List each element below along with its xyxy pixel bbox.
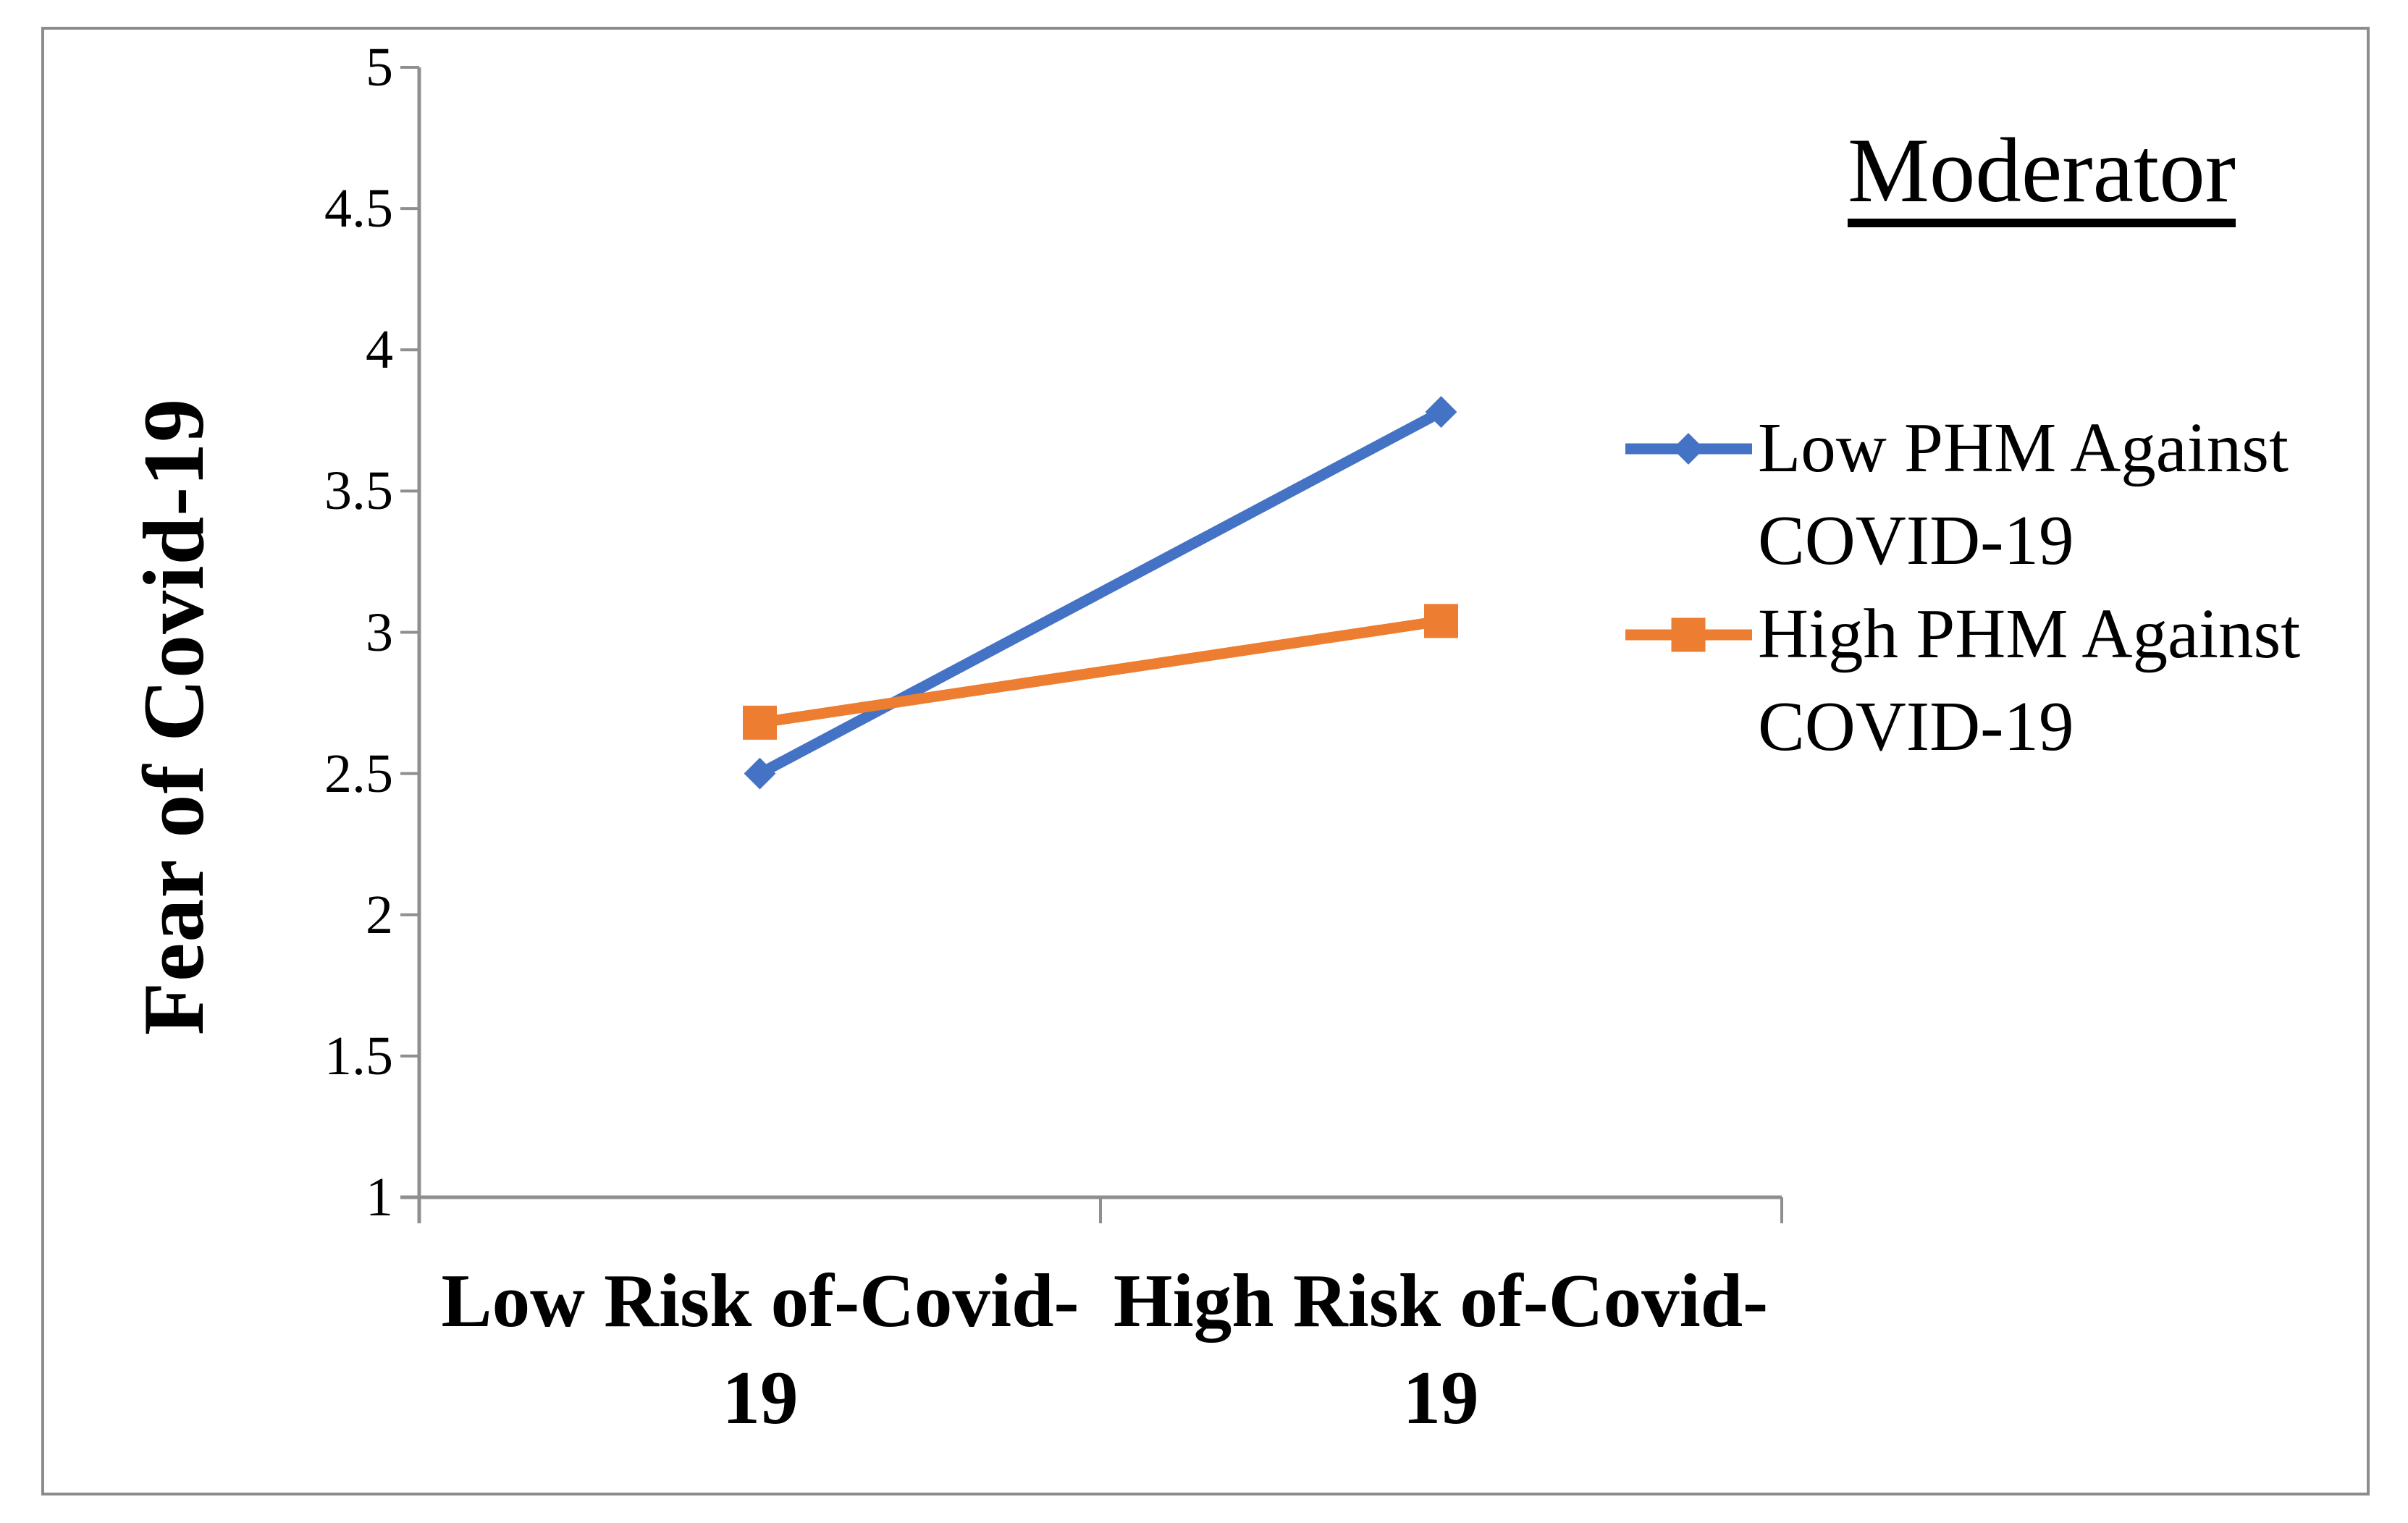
x-category-label-low-risk: Low Risk of-Covid-19 <box>441 1258 1079 1440</box>
y-tick-label: 5 <box>366 37 393 98</box>
y-tick-label: 3 <box>366 602 393 663</box>
figure-border <box>41 27 2370 1495</box>
legend-title: Moderator <box>1752 125 2331 227</box>
y-tick-label: 4.5 <box>324 178 393 240</box>
legend-label-low-phm: Low PHM Against COVID-19 <box>1758 409 2289 579</box>
y-tick-label: 2.5 <box>324 743 393 804</box>
y-tick-label: 3.5 <box>324 460 393 522</box>
y-tick-label: 4 <box>366 319 393 381</box>
legend-marker-low-phm-icon <box>1625 433 1752 465</box>
y-tick-label: 1 <box>366 1167 393 1228</box>
legend-title-text: Moderator <box>1847 125 2236 227</box>
y-tick-label: 2 <box>366 884 393 945</box>
y-tick-label: 1.5 <box>324 1025 393 1087</box>
x-category-label-high-risk: High Risk of-Covid-19 <box>1113 1258 1769 1440</box>
legend-marker-high-phm-icon <box>1625 617 1752 652</box>
legend-label-high-phm: High PHM Against COVID-19 <box>1758 595 2301 765</box>
